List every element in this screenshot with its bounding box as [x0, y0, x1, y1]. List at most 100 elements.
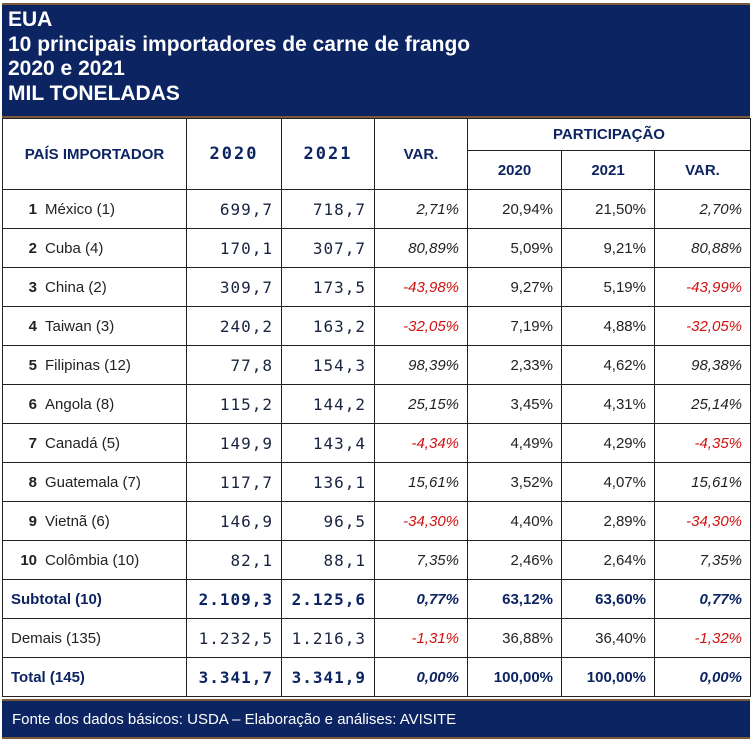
- share-variation: -43,99%: [654, 267, 751, 307]
- table-row: 4 Taiwan (3) 240,2 163,2 -32,05% 7,19% 4,88% -3…: [2, 306, 751, 346]
- share-variation: -1,32%: [654, 618, 751, 658]
- share-variation: 0,00%: [654, 657, 751, 697]
- country-cell: 8 Guatemala (7): [2, 462, 187, 502]
- value-2021: 144,2: [281, 384, 375, 424]
- share-2021: 4,62%: [561, 345, 655, 385]
- share-2021: 100,00%: [561, 657, 655, 697]
- share-2021: 4,88%: [561, 306, 655, 346]
- rank-number: 7: [28, 434, 37, 452]
- value-2020: 2.109,3: [186, 579, 282, 619]
- share-2021: 9,21%: [561, 228, 655, 268]
- variation: 98,39%: [374, 345, 468, 385]
- table-row: 8 Guatemala (7) 117,7 136,1 15,61% 3,52% 4,07%…: [2, 462, 751, 502]
- value-2020: 115,2: [186, 384, 282, 424]
- header-var: VAR.: [374, 118, 468, 190]
- header-country: PAÍS IMPORTADOR: [2, 118, 187, 190]
- table-row: 10 Colômbia (10) 82,1 88,1 7,35% 2,46% 2,64% 7,…: [2, 540, 751, 580]
- share-variation: -32,05%: [654, 306, 751, 346]
- value-2021: 3.341,9: [281, 657, 375, 697]
- value-2020: 309,7: [186, 267, 282, 307]
- country-cell: 9 Vietnã (6): [2, 501, 187, 541]
- value-2020: 117,7: [186, 462, 282, 502]
- share-variation: 80,88%: [654, 228, 751, 268]
- rank-number: 8: [28, 473, 37, 491]
- country-name: Colômbia (10): [45, 551, 140, 569]
- country-cell: 2 Cuba (4): [2, 228, 187, 268]
- value-2021: 136,1: [281, 462, 375, 502]
- country-name: Cuba (4): [45, 239, 104, 257]
- country-name: Canadá (5): [45, 434, 121, 452]
- header-share-var: VAR.: [654, 150, 751, 190]
- variation: 80,89%: [374, 228, 468, 268]
- rank-number: 9: [28, 512, 37, 530]
- share-variation: 98,38%: [654, 345, 751, 385]
- value-2021: 173,5: [281, 267, 375, 307]
- share-variation: -4,35%: [654, 423, 751, 463]
- share-2020: 20,94%: [467, 189, 562, 229]
- importers-table: PAÍS IMPORTADOR 2020 2021 VAR. PARTICIPA…: [2, 118, 751, 697]
- share-2021: 4,07%: [561, 462, 655, 502]
- value-2020: 3.341,7: [186, 657, 282, 697]
- value-2021: 163,2: [281, 306, 375, 346]
- value-2021: 143,4: [281, 423, 375, 463]
- share-2020: 100,00%: [467, 657, 562, 697]
- share-variation: 15,61%: [654, 462, 751, 502]
- value-2020: 82,1: [186, 540, 282, 580]
- share-variation: -34,30%: [654, 501, 751, 541]
- country-name: México (1): [45, 200, 116, 218]
- rank-number: 3: [28, 278, 37, 296]
- title-line: MIL TONELADAS: [8, 81, 180, 105]
- share-variation: 7,35%: [654, 540, 751, 580]
- share-2020: 2,33%: [467, 345, 562, 385]
- share-2020: 7,19%: [467, 306, 562, 346]
- share-2020: 3,45%: [467, 384, 562, 424]
- share-2021: 4,29%: [561, 423, 655, 463]
- share-variation: 2,70%: [654, 189, 751, 229]
- share-2021: 63,60%: [561, 579, 655, 619]
- table-row: Subtotal (10) 2.109,3 2.125,6 0,77% 63,12% 63…: [2, 579, 751, 619]
- share-2020: 2,46%: [467, 540, 562, 580]
- title-line: 2020 e 2021: [8, 57, 125, 80]
- value-2021: 96,5: [281, 501, 375, 541]
- table-row: Demais (135) 1.232,5 1.216,3 -1,31% 36,88% 36…: [2, 618, 751, 658]
- share-2020: 3,52%: [467, 462, 562, 502]
- table-card: EUA 10 principais importadores de carne …: [2, 3, 751, 739]
- country-cell: Total (145): [2, 657, 187, 697]
- country-name: China (2): [45, 278, 107, 296]
- share-2020: 63,12%: [467, 579, 562, 619]
- country-cell: 7 Canadá (5): [2, 423, 187, 463]
- table-row: 7 Canadá (5) 149,9 143,4 -4,34% 4,49% 4,29% -4,…: [2, 423, 751, 463]
- table-row: 6 Angola (8) 115,2 144,2 25,15% 3,45% 4,31% 25,…: [2, 384, 751, 424]
- country-cell: Demais (135): [2, 618, 187, 658]
- share-2021: 36,40%: [561, 618, 655, 658]
- share-2020: 4,40%: [467, 501, 562, 541]
- header-2020: 2020: [186, 118, 282, 190]
- table-row: Total (145) 3.341,7 3.341,9 0,00% 100,00% 100…: [2, 657, 751, 697]
- share-variation: 0,77%: [654, 579, 751, 619]
- country-cell: 6 Angola (8): [2, 384, 187, 424]
- share-2021: 2,89%: [561, 501, 655, 541]
- country-name: Vietnã (6): [45, 512, 110, 530]
- rank-number: 10: [20, 551, 37, 569]
- country-cell: 10 Colômbia (10): [2, 540, 187, 580]
- rank-number: 2: [28, 239, 37, 257]
- value-2020: 699,7: [186, 189, 282, 229]
- table-row: 1 México (1) 699,7 718,7 2,71% 20,94% 21,50% 2,…: [2, 189, 751, 229]
- variation: 2,71%: [374, 189, 468, 229]
- country-name: Subtotal (10): [11, 590, 102, 608]
- source-footer: Fonte dos dados básicos: USDA – Elaboraç…: [2, 699, 750, 739]
- share-2021: 2,64%: [561, 540, 655, 580]
- share-variation: 25,14%: [654, 384, 751, 424]
- variation: 25,15%: [374, 384, 468, 424]
- rank-number: 5: [28, 356, 37, 374]
- rank-number: 4: [28, 317, 37, 335]
- table-row: 9 Vietnã (6) 146,9 96,5 -34,30% 4,40% 2,89% -34…: [2, 501, 751, 541]
- country-cell: 1 México (1): [2, 189, 187, 229]
- variation: -43,98%: [374, 267, 468, 307]
- country-name: Angola (8): [45, 395, 115, 413]
- share-2020: 4,49%: [467, 423, 562, 463]
- value-2021: 2.125,6: [281, 579, 375, 619]
- variation: -34,30%: [374, 501, 468, 541]
- country-name: Filipinas (12): [45, 356, 131, 374]
- country-cell: 5 Filipinas (12): [2, 345, 187, 385]
